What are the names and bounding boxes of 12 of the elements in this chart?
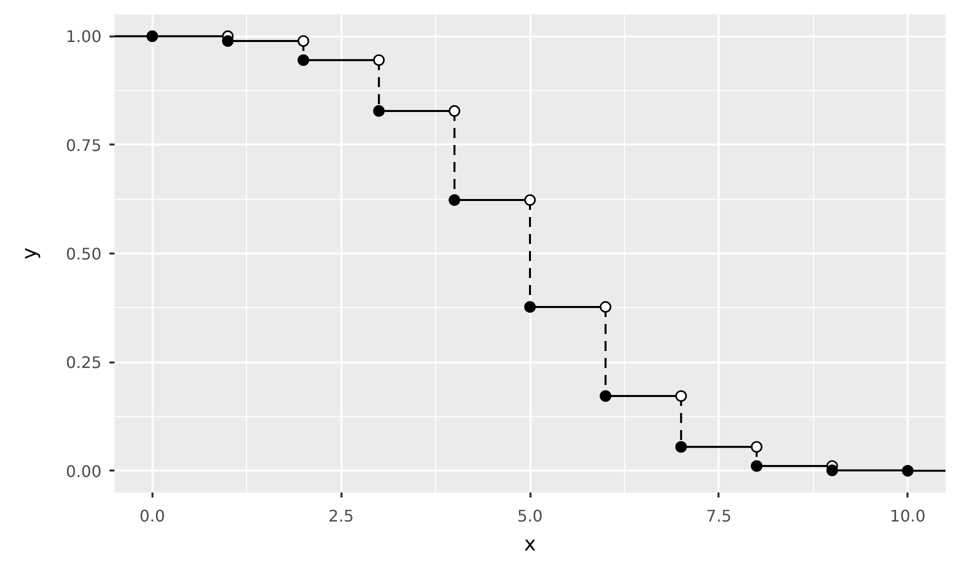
y-axis-title: y: [16, 247, 41, 260]
x-tick-label: 10.0: [890, 506, 926, 526]
x-axis-title: x: [524, 532, 536, 556]
y-tick-label: 1.00: [66, 27, 102, 46]
y-tick-label: 0.75: [66, 136, 102, 155]
y-tick-label: 0.50: [66, 244, 102, 264]
x-tick-label: 2.5: [328, 506, 354, 526]
x-tick-label: 5.0: [517, 506, 543, 526]
x-tick-label: 0.0: [140, 506, 166, 526]
x-tick-label: 7.5: [706, 506, 732, 526]
y-tick-label: 0.25: [66, 353, 102, 372]
y-tick-label: 0.00: [66, 462, 102, 481]
